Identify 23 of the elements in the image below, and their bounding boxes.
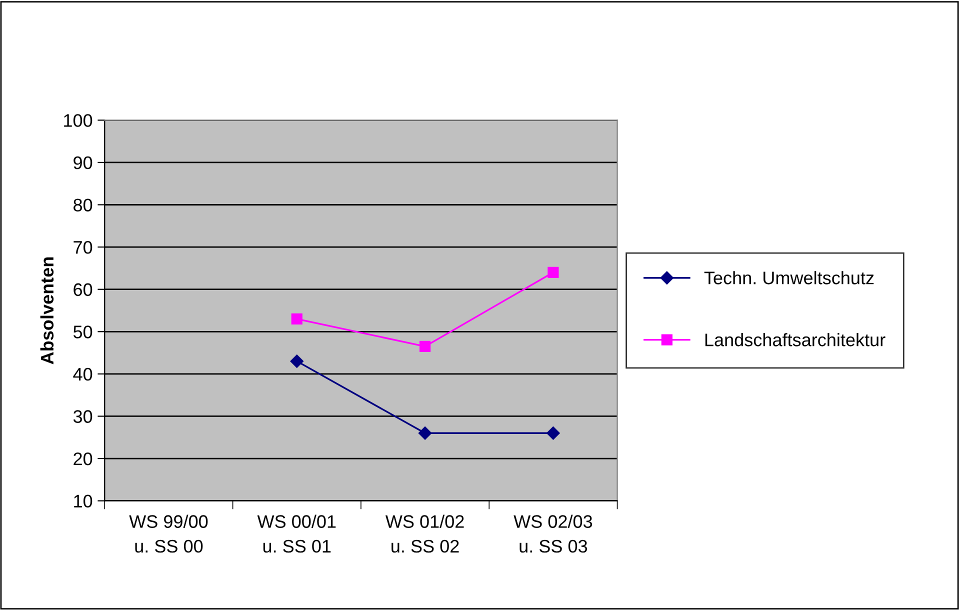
y-tick-label: 60	[74, 283, 92, 296]
y-tick-label: 80	[74, 198, 92, 212]
x-tick-label: WS 99/00 u. SS 00	[129, 514, 208, 553]
y-axis-title: Absolventen	[40, 257, 54, 364]
y-tick-label: 90	[74, 156, 92, 170]
x-tick-label: WS 00/01 u. SS 01	[257, 514, 336, 553]
point	[546, 426, 560, 440]
point	[418, 426, 432, 440]
legend-label: Landschaftsarchitektur	[705, 333, 886, 346]
point	[291, 313, 302, 325]
point	[290, 354, 304, 368]
legend-label: Techn. Umweltschutz	[704, 271, 874, 284]
y-tick-label: 30	[73, 410, 92, 423]
y-tick-label: 100	[64, 114, 92, 127]
y-tick-label: 10	[74, 494, 92, 508]
point	[548, 266, 559, 278]
x-tick-label: WS 01/02 u. SS 02	[385, 514, 464, 553]
x-tick-label: WS 02/03 u. SS 03	[514, 514, 592, 553]
y-tick-label: 20	[74, 452, 92, 466]
point	[419, 340, 431, 352]
y-tick-label: 50	[73, 326, 92, 338]
y-tick-label: 70	[74, 240, 92, 254]
y-tick-label: 40	[73, 368, 92, 381]
